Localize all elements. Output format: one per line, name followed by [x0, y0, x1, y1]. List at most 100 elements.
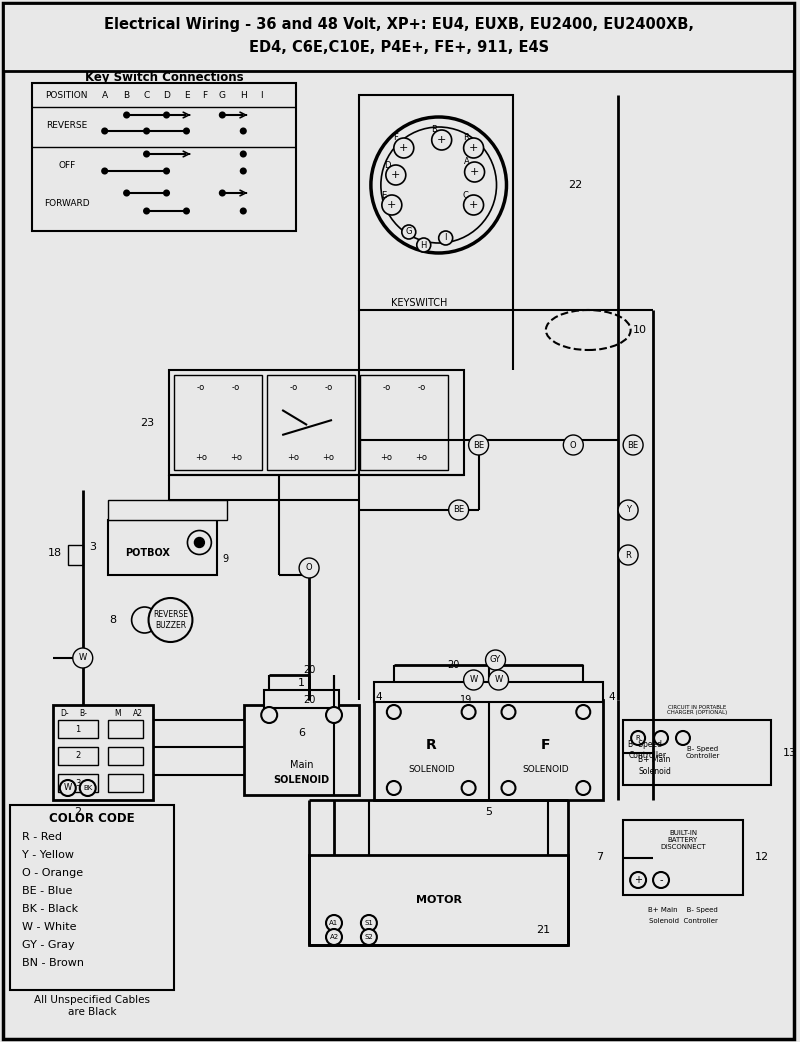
Text: +: + — [469, 143, 478, 153]
Circle shape — [618, 545, 638, 565]
Text: -o: -o — [325, 383, 333, 393]
Text: E: E — [382, 191, 386, 199]
Text: -o: -o — [290, 383, 298, 393]
Text: +: + — [437, 135, 446, 145]
Text: GY: GY — [490, 655, 501, 665]
Text: W: W — [64, 784, 72, 793]
Circle shape — [299, 559, 319, 578]
Text: +: + — [391, 170, 401, 180]
Circle shape — [464, 195, 483, 215]
Circle shape — [387, 705, 401, 719]
Bar — [264, 690, 339, 708]
Text: BE: BE — [473, 441, 484, 449]
Circle shape — [144, 208, 149, 214]
Bar — [108, 720, 142, 738]
Text: R: R — [625, 550, 631, 560]
Text: +o: +o — [195, 452, 207, 462]
Circle shape — [132, 607, 158, 632]
Text: +: + — [634, 875, 642, 885]
Circle shape — [144, 128, 149, 133]
Bar — [359, 95, 514, 311]
Circle shape — [502, 782, 515, 795]
Text: B-: B- — [79, 709, 86, 718]
Text: Y: Y — [626, 505, 630, 515]
Circle shape — [502, 705, 515, 719]
Text: 22: 22 — [568, 180, 582, 190]
Circle shape — [394, 138, 414, 158]
Text: Solenoid: Solenoid — [638, 768, 671, 776]
Text: B: B — [430, 125, 437, 134]
Circle shape — [80, 780, 96, 796]
Text: 7: 7 — [596, 852, 603, 863]
Text: Key Switch Connections: Key Switch Connections — [85, 71, 243, 83]
Circle shape — [124, 191, 129, 196]
Text: OFF: OFF — [58, 160, 75, 170]
Circle shape — [576, 782, 590, 795]
Circle shape — [102, 169, 107, 174]
Text: D: D — [163, 92, 170, 100]
Text: R: R — [462, 133, 469, 143]
Text: O - Orange: O - Orange — [22, 868, 83, 878]
Text: +o: +o — [230, 452, 242, 462]
Bar — [53, 705, 153, 800]
Bar — [374, 700, 603, 800]
Circle shape — [462, 705, 475, 719]
Bar — [58, 774, 98, 792]
Text: D: D — [385, 160, 391, 170]
Text: BK: BK — [83, 785, 92, 791]
Text: 20: 20 — [447, 660, 460, 670]
Text: Y - Yellow: Y - Yellow — [22, 850, 74, 860]
Circle shape — [386, 165, 406, 185]
Circle shape — [387, 782, 401, 795]
Circle shape — [563, 435, 583, 455]
Text: All Unspecified Cables: All Unspecified Cables — [34, 995, 150, 1004]
Text: H: H — [240, 92, 246, 100]
Circle shape — [438, 231, 453, 245]
Text: +: + — [470, 167, 479, 177]
Circle shape — [462, 782, 475, 795]
Text: W: W — [470, 675, 478, 685]
Text: G: G — [219, 92, 226, 100]
Text: M: M — [114, 709, 121, 718]
Text: 5: 5 — [485, 807, 492, 817]
Circle shape — [241, 208, 246, 214]
Circle shape — [631, 731, 645, 745]
Bar — [374, 683, 603, 702]
Bar — [58, 720, 98, 738]
Circle shape — [326, 929, 342, 945]
Text: REVERSE: REVERSE — [46, 121, 87, 129]
Text: S2: S2 — [365, 934, 374, 940]
Text: 12: 12 — [754, 852, 769, 863]
Circle shape — [465, 162, 485, 182]
Circle shape — [164, 169, 169, 174]
Text: 13: 13 — [782, 747, 797, 758]
Text: I: I — [260, 92, 262, 100]
Text: ED4, C6E,C10E, P4E+, FE+, 911, E4S: ED4, C6E,C10E, P4E+, FE+, 911, E4S — [249, 40, 549, 54]
Circle shape — [241, 169, 246, 174]
Circle shape — [361, 929, 377, 945]
Bar — [108, 747, 142, 765]
Text: F: F — [394, 133, 398, 143]
Text: I: I — [445, 233, 447, 243]
Text: 20: 20 — [303, 695, 315, 705]
Text: O: O — [306, 564, 312, 572]
Text: 8: 8 — [109, 615, 116, 625]
Circle shape — [164, 191, 169, 196]
Circle shape — [184, 208, 189, 214]
Circle shape — [623, 435, 643, 455]
Text: R: R — [426, 738, 437, 752]
Bar — [244, 705, 359, 795]
Text: +o: +o — [380, 452, 392, 462]
Text: C: C — [143, 92, 150, 100]
Circle shape — [464, 670, 483, 690]
Text: +o: +o — [322, 452, 334, 462]
Circle shape — [326, 708, 342, 723]
Text: A2: A2 — [133, 709, 142, 718]
Text: C: C — [462, 191, 469, 199]
Text: -: - — [659, 875, 662, 885]
Text: 1: 1 — [75, 724, 80, 734]
Text: 9: 9 — [222, 553, 229, 564]
Text: R: R — [636, 735, 641, 741]
Circle shape — [489, 670, 509, 690]
Text: F: F — [541, 738, 550, 752]
